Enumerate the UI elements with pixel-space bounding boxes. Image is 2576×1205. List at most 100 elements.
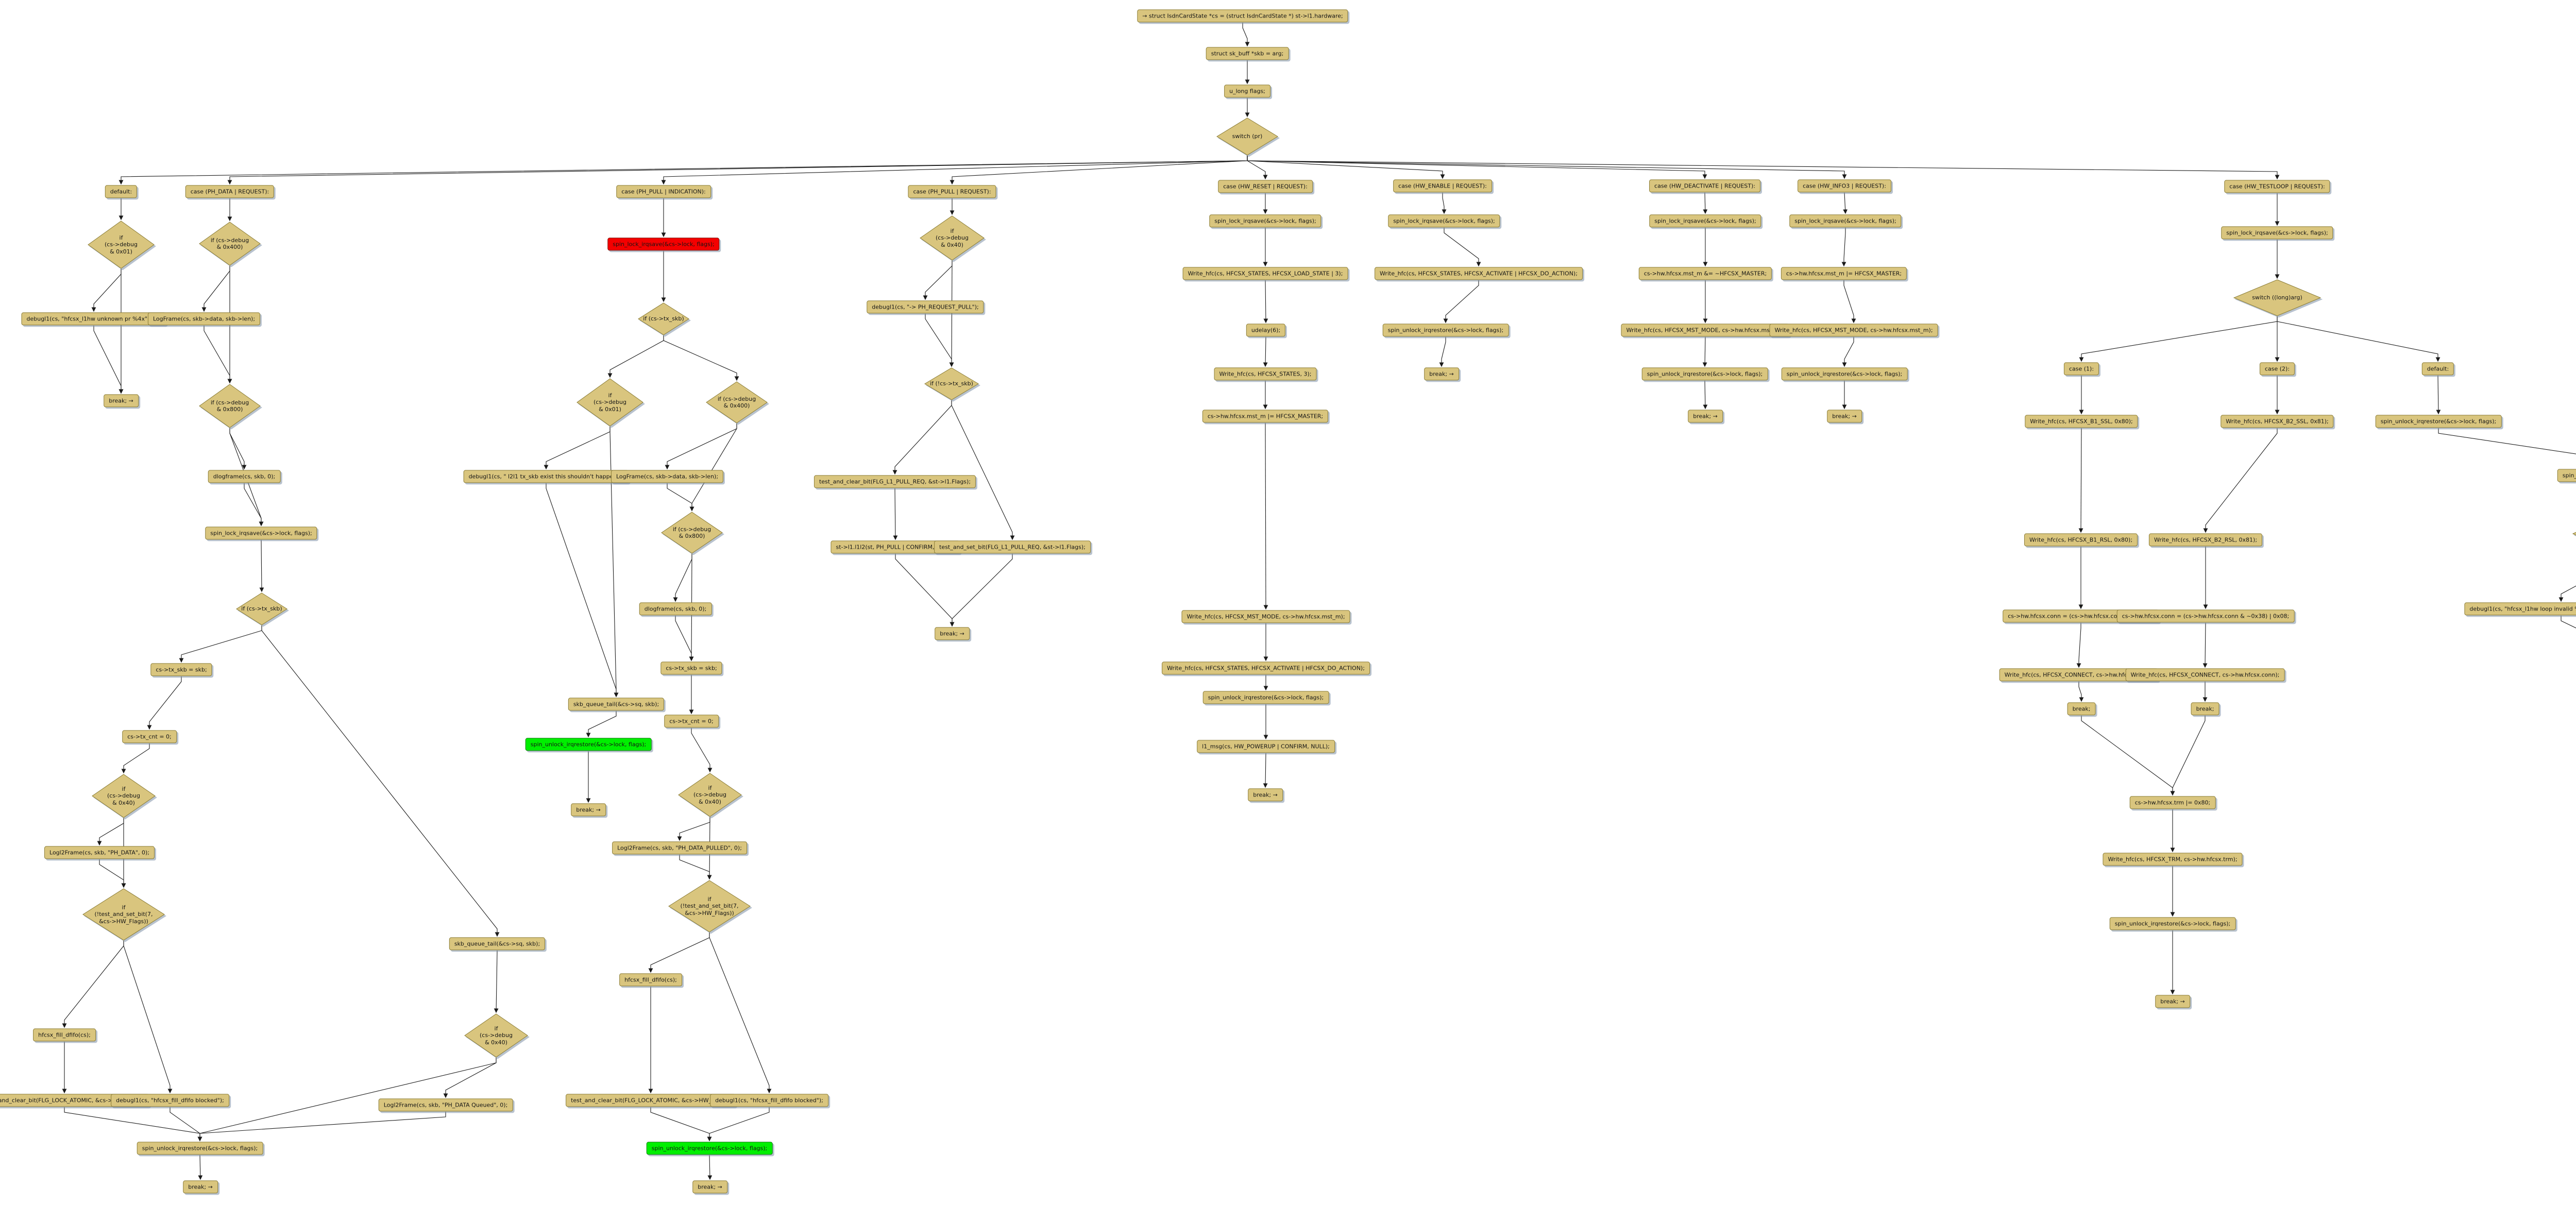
flow-node-wb1ssl[interactable]: Write_hfc(cs, HFCSX_B1_SSL, 0x80);	[2025, 415, 2138, 428]
flow-node-pdlog[interactable]: dlogframe(cs, skb, 0);	[208, 470, 281, 483]
flow-node-vspinunlock[interactable]: spin_unlock_irqrestore(&cs->lock, flags)…	[1781, 367, 1908, 381]
flow-node-tbreak[interactable]: break; →	[1424, 367, 1459, 381]
flow-node-rdebug[interactable]: debugl1(cs, "-> PH_REQUEST_PULL");	[867, 300, 984, 314]
flow-node-vmst[interactable]: cs->hw.hfcsx.mst_m |= HFCSX_MASTER;	[1781, 267, 1907, 280]
flow-node-vspinlock[interactable]: spin_lock_irqsave(&cs->lock, flags);	[1789, 214, 1902, 228]
flow-node-piftx[interactable]: if (cs->tx_skb)	[236, 592, 287, 625]
flow-node-wbreak3[interactable]: break; →	[2155, 995, 2190, 1008]
flow-node-rbreak[interactable]: break; →	[935, 627, 970, 640]
flow-node-pif800[interactable]: if (cs->debug & 0x800)	[199, 384, 261, 428]
flow-node-vbreak[interactable]: break; →	[1827, 410, 1862, 423]
flow-node-plogq[interactable]: Logl2Frame(cs, skb, "PH_DATA Queued", 0)…	[378, 1098, 513, 1112]
flow-node-qbreak2[interactable]: break; →	[692, 1180, 727, 1194]
flow-node-wdefault[interactable]: default:	[2421, 362, 2454, 376]
flow-node-wconnect2[interactable]: Write_hfc(cs, HFCSX_CONNECT, cs->hw.hfcs…	[2125, 668, 2285, 682]
flow-node-tspinlock[interactable]: spin_lock_irqsave(&cs->lock, flags);	[1388, 214, 1500, 228]
flow-node-pif40[interactable]: if (cs->debug & 0x40)	[92, 774, 156, 818]
flow-node-wdebugloop[interactable]: debugl1(cs, "hfcsx_l1hw loop invalid %4l…	[2464, 602, 2576, 616]
flow-node-wwritetrm[interactable]: Write_hfc(cs, HFCSX_TRM, cs->hw.hfcsx.tr…	[2103, 853, 2243, 866]
flow-node-pspinlock[interactable]: spin_lock_irqsave(&cs->lock, flags);	[205, 527, 317, 540]
flow-node-switchpr[interactable]: switch (pr)	[1216, 117, 1278, 156]
flow-node-qif800[interactable]: if (cs->debug & 0x800)	[661, 512, 723, 554]
flow-node-wif01[interactable]: if(cs->debug& 0x01)	[2572, 511, 2576, 556]
flow-node-wswitch[interactable]: switch ((long)arg)	[2233, 279, 2321, 316]
flow-node-pspinunlock[interactable]: spin_unlock_irqrestore(&cs->lock, flags)…	[137, 1142, 263, 1155]
flow-node-rif40[interactable]: if (cs->debug & 0x40)	[920, 215, 985, 261]
flow-node-ddebug[interactable]: debugl1(cs, "hfcsx_l1hw unknown pr %4x",…	[21, 312, 166, 326]
flow-node-tspinunlock[interactable]: spin_unlock_irqrestore(&cs->lock, flags)…	[1382, 324, 1509, 337]
flow-node-rcase[interactable]: case (PH_PULL | REQUEST):	[908, 185, 996, 198]
flow-node-twriteact[interactable]: Write_hfc(cs, HFCSX_STATES, HFCSX_ACTIVA…	[1375, 267, 1583, 280]
flow-node-pif40q[interactable]: if (cs->debug & 0x40)	[464, 1013, 528, 1058]
flow-node-wtrm[interactable]: cs->hw.hfcsx.trm |= 0x80;	[2129, 796, 2216, 809]
flow-node-pdebugblocked[interactable]: debugl1(cs, "hfcsx_fill_dfifo blocked");	[111, 1094, 229, 1107]
flow-node-vcase[interactable]: case (HW_INFO3 | REQUEST):	[1798, 179, 1891, 193]
flow-node-wunlockC[interactable]: spin_unlock_irqrestore(&cs->lock, flags)…	[2109, 917, 2236, 930]
flow-node-qdlog[interactable]: dlogframe(cs, skb, 0);	[639, 602, 712, 616]
flow-node-ptxskb[interactable]: cs->tx_skb = skb;	[150, 663, 212, 676]
flow-node-scase[interactable]: case (HW_RESET | REQUEST):	[1218, 180, 1313, 193]
flow-node-qfill[interactable]: hfcsx_fill_dfifo(cs);	[619, 973, 682, 987]
flow-node-sl1msg[interactable]: l1_msg(cs, HW_POWERUP | CONFIRM, NULL);	[1197, 740, 1335, 753]
flow-node-uspinlock[interactable]: spin_lock_irqsave(&cs->lock, flags);	[1649, 214, 1761, 228]
flow-node-wbreak1[interactable]: break;	[2067, 702, 2096, 716]
flow-node-qgreen2[interactable]: spin_unlock_irqrestore(&cs->lock, flags)…	[646, 1142, 773, 1155]
flow-node-plog2[interactable]: Logl2Frame(cs, skb, "PH_DATA", 0);	[44, 846, 155, 859]
flow-node-qgreen1[interactable]: spin_unlock_irqrestore(&cs->lock, flags)…	[525, 738, 652, 751]
flow-node-pcase[interactable]: case (PH_DATA | REQUEST):	[185, 185, 275, 198]
flow-node-skbarg[interactable]: struct sk_buff *skb = arg;	[1206, 47, 1289, 60]
flow-node-sspinlock[interactable]: spin_lock_irqsave(&cs->lock, flags);	[1209, 214, 1321, 228]
flow-node-qskbq[interactable]: skb_queue_tail(&cs->sq, skb);	[568, 698, 665, 711]
flow-node-qiftx[interactable]: if (cs->tx_skb)	[638, 302, 689, 335]
flow-node-wconn2[interactable]: cs->hw.hfcsx.conn = (cs->hw.hfcsx.conn &…	[2116, 609, 2295, 623]
flow-node-entry[interactable]: → struct IsdnCardState *cs = (struct Isd…	[1137, 9, 1348, 23]
flow-node-wspinlock[interactable]: spin_lock_irqsave(&cs->lock, flags);	[2221, 226, 2333, 240]
flow-node-qiftest[interactable]: if (!test_and_set_bit(7, &cs->HW_Flags))	[668, 880, 751, 932]
flow-node-umst[interactable]: cs->hw.hfcsx.mst_m &= ~HFCSX_MASTER;	[1638, 267, 1772, 280]
flow-node-qdebugexist[interactable]: debugl1(cs, " l2l1 tx_skb exist this sho…	[463, 470, 629, 483]
flow-node-rifnotx[interactable]: if (!cs->tx_skb)	[924, 367, 979, 400]
flow-node-swriteact[interactable]: Write_hfc(cs, HFCSX_STATES, HFCSX_ACTIVA…	[1162, 661, 1370, 675]
flow-node-pskbq[interactable]: skb_queue_tail(&cs->sq, skb);	[449, 937, 546, 951]
flow-node-qif40[interactable]: if (cs->debug & 0x40)	[678, 773, 742, 817]
flow-node-qred[interactable]: spin_lock_irqsave(&cs->lock, flags);	[607, 237, 720, 251]
flow-node-wb1rsl[interactable]: Write_hfc(cs, HFCSX_B1_RSL, 0x80);	[2024, 533, 2138, 547]
flow-node-smst[interactable]: cs->hw.hfcsx.mst_m |= HFCSX_MASTER;	[1202, 410, 1329, 423]
flow-node-sbreak[interactable]: break; →	[1248, 788, 1283, 802]
flow-node-wcase[interactable]: case (HW_TESTLOOP | REQUEST):	[2224, 180, 2330, 193]
flow-node-qtxskb[interactable]: cs->tx_skb = skb;	[660, 661, 722, 675]
flow-node-swritemst[interactable]: Write_hfc(cs, HFCSX_MST_MODE, cs->hw.hfc…	[1181, 610, 1350, 623]
flow-node-uflags[interactable]: u_long flags;	[1224, 84, 1270, 98]
flow-node-sudelay[interactable]: udelay(6);	[1246, 324, 1286, 337]
flow-node-dif[interactable]: if (cs->debug & 0x01)	[88, 220, 155, 269]
flow-node-plog[interactable]: LogFrame(cs, skb->data, skb->len);	[147, 312, 261, 326]
flow-node-dbreak[interactable]: break; →	[104, 394, 139, 408]
flow-node-pif400[interactable]: if (cs->debug & 0x400)	[199, 222, 261, 266]
flow-node-wb2ssl[interactable]: Write_hfc(cs, HFCSX_B2_SSL, 0x81);	[2221, 415, 2334, 428]
flow-node-qlogframe[interactable]: LogFrame(cs, skb->data, skb->len);	[611, 470, 724, 483]
flow-node-ptxcnt[interactable]: cs->tx_cnt = 0;	[122, 730, 177, 743]
flow-node-swriteload[interactable]: Write_hfc(cs, HFCSX_STATES, HFCSX_LOAD_S…	[1182, 267, 1348, 280]
flow-node-wb2rsl[interactable]: Write_hfc(cs, HFCSX_B2_RSL, 0x81);	[2148, 533, 2263, 547]
flow-node-rtestset[interactable]: test_and_set_bit(FLG_L1_PULL_REQ, &st->l…	[934, 540, 1091, 554]
flow-node-tcase[interactable]: case (HW_ENABLE | REQUEST):	[1393, 179, 1492, 193]
flow-node-ucase[interactable]: case (HW_DEACTIVATE | REQUEST):	[1649, 179, 1760, 193]
flow-node-uwritemst[interactable]: Write_hfc(cs, HFCSX_MST_MODE, cs->hw.hfc…	[1621, 324, 1790, 337]
flow-node-piftest[interactable]: if (!test_and_set_bit(7, &cs->HW_Flags))	[82, 888, 165, 941]
flow-node-vwritemst[interactable]: Write_hfc(cs, HFCSX_MST_MODE, cs->hw.hfc…	[1769, 324, 1938, 337]
flow-node-qdebugblocked[interactable]: debugl1(cs, "hfcsx_fill_dfifo blocked");	[710, 1094, 828, 1107]
flow-node-qif400[interactable]: if (cs->debug & 0x400)	[706, 381, 768, 423]
flow-node-wunlockB[interactable]: spin_unlock_irqrestore(&cs->lock, flags)…	[2557, 469, 2576, 482]
flow-node-uspinunlock[interactable]: spin_unlock_irqrestore(&cs->lock, flags)…	[1641, 367, 1768, 381]
flow-node-qlogpulled[interactable]: Logl2Frame(cs, skb, "PH_DATA_PULLED", 0)…	[612, 841, 747, 855]
flow-node-wunlockA[interactable]: spin_unlock_irqrestore(&cs->lock, flags)…	[2375, 415, 2502, 428]
flow-node-wbreak2[interactable]: break;	[2191, 702, 2219, 716]
flow-node-swrite3[interactable]: Write_hfc(cs, HFCSX_STATES, 3);	[1214, 367, 1317, 381]
flow-node-sspinunlock[interactable]: spin_unlock_irqrestore(&cs->lock, flags)…	[1202, 691, 1329, 704]
flow-node-rtestclear[interactable]: test_and_clear_bit(FLG_L1_PULL_REQ, &st-…	[814, 475, 976, 488]
flow-node-qbreak1[interactable]: break; →	[571, 803, 606, 817]
flow-node-qtxcnt[interactable]: cs->tx_cnt = 0;	[664, 715, 719, 728]
flow-node-pfill[interactable]: hfcsx_fill_dfifo(cs);	[33, 1028, 96, 1042]
flow-node-qif01[interactable]: if (cs->debug & 0x01)	[577, 378, 643, 427]
flow-node-ubreak[interactable]: break; →	[1688, 410, 1723, 423]
